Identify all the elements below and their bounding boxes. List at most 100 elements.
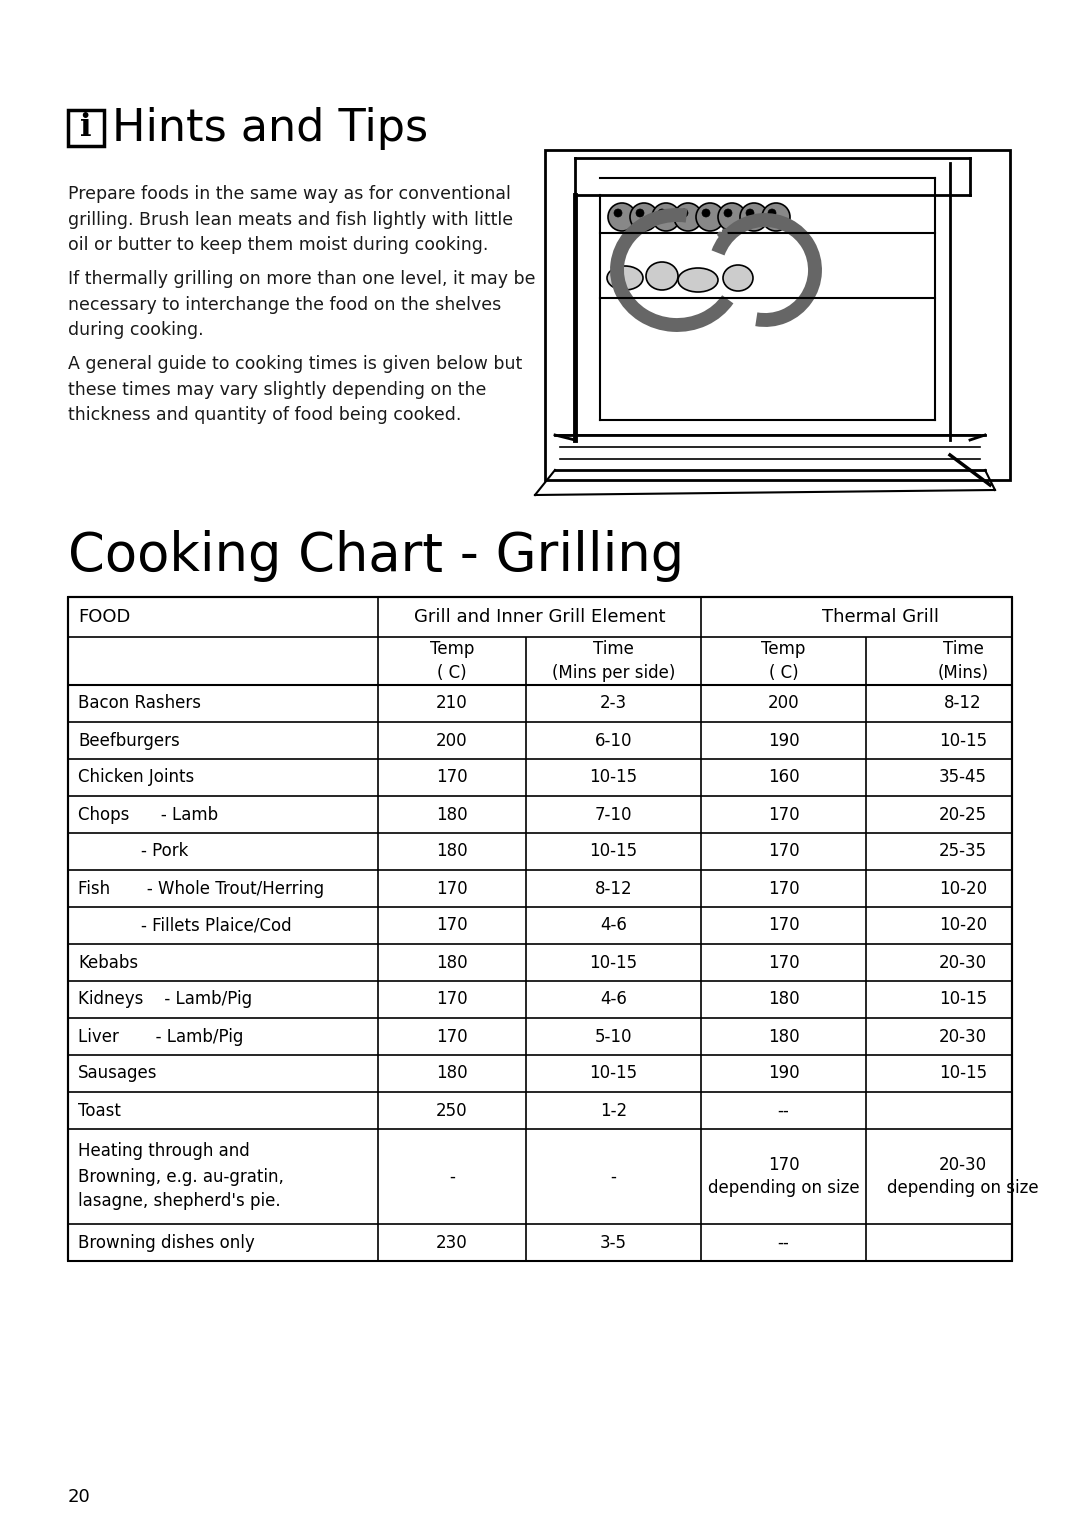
Text: 190: 190 xyxy=(768,732,799,750)
Text: 2-3: 2-3 xyxy=(599,695,627,712)
Text: 170: 170 xyxy=(436,917,468,935)
Text: 180: 180 xyxy=(436,1065,468,1082)
Circle shape xyxy=(724,209,732,217)
Text: 230: 230 xyxy=(436,1233,468,1251)
Text: 250: 250 xyxy=(436,1102,468,1120)
Text: Toast: Toast xyxy=(78,1102,121,1120)
Circle shape xyxy=(615,209,622,217)
Text: 20-25: 20-25 xyxy=(939,805,987,824)
Circle shape xyxy=(746,209,754,217)
Text: Kidneys    - Lamb/Pig: Kidneys - Lamb/Pig xyxy=(78,990,252,1008)
Text: - Pork: - Pork xyxy=(78,842,188,860)
Text: 170: 170 xyxy=(436,1027,468,1045)
Text: 170: 170 xyxy=(768,842,799,860)
Text: Beefburgers: Beefburgers xyxy=(78,732,179,750)
Text: 180: 180 xyxy=(768,990,799,1008)
Text: -: - xyxy=(610,1167,617,1186)
Circle shape xyxy=(608,203,636,231)
Text: 170: 170 xyxy=(768,805,799,824)
Text: Browning dishes only: Browning dishes only xyxy=(78,1233,255,1251)
Text: 35-45: 35-45 xyxy=(939,769,987,787)
Text: Bacon Rashers: Bacon Rashers xyxy=(78,695,201,712)
Circle shape xyxy=(718,203,746,231)
Bar xyxy=(545,150,1010,480)
Text: Fish       - Whole Trout/Herring: Fish - Whole Trout/Herring xyxy=(78,880,324,897)
Text: -: - xyxy=(449,1167,455,1186)
Ellipse shape xyxy=(646,261,678,290)
Text: Prepare foods in the same way as for conventional
grilling. Brush lean meats and: Prepare foods in the same way as for con… xyxy=(68,185,513,254)
Text: 4-6: 4-6 xyxy=(600,990,626,1008)
Text: 8-12: 8-12 xyxy=(944,695,982,712)
Circle shape xyxy=(652,203,680,231)
Ellipse shape xyxy=(723,264,753,290)
Text: 190: 190 xyxy=(768,1065,799,1082)
Text: Liver       - Lamb/Pig: Liver - Lamb/Pig xyxy=(78,1027,243,1045)
Text: Cooking Chart - Grilling: Cooking Chart - Grilling xyxy=(68,530,684,582)
Text: 180: 180 xyxy=(768,1027,799,1045)
Text: Chicken Joints: Chicken Joints xyxy=(78,769,194,787)
Text: 4-6: 4-6 xyxy=(600,917,626,935)
Ellipse shape xyxy=(678,267,718,292)
Text: 20-30: 20-30 xyxy=(939,1027,987,1045)
Text: 170: 170 xyxy=(768,917,799,935)
Text: --: -- xyxy=(778,1102,789,1120)
Text: 170: 170 xyxy=(436,769,468,787)
Text: 10-15: 10-15 xyxy=(939,990,987,1008)
Text: Thermal Grill: Thermal Grill xyxy=(822,608,939,626)
Circle shape xyxy=(696,203,724,231)
Text: 10-15: 10-15 xyxy=(939,1065,987,1082)
Text: 5-10: 5-10 xyxy=(595,1027,632,1045)
Text: FOOD: FOOD xyxy=(78,608,131,626)
Text: Sausages: Sausages xyxy=(78,1065,158,1082)
Circle shape xyxy=(674,203,702,231)
Text: Time
(Mins): Time (Mins) xyxy=(937,640,988,681)
Text: 210: 210 xyxy=(436,695,468,712)
Circle shape xyxy=(658,209,666,217)
Text: 7-10: 7-10 xyxy=(595,805,632,824)
Text: - Fillets Plaice/Cod: - Fillets Plaice/Cod xyxy=(78,917,292,935)
Text: Kebabs: Kebabs xyxy=(78,953,138,972)
Text: 8-12: 8-12 xyxy=(595,880,632,897)
Text: 170: 170 xyxy=(436,990,468,1008)
Text: 10-15: 10-15 xyxy=(939,732,987,750)
Text: Temp
( C): Temp ( C) xyxy=(761,640,806,681)
Text: 1-2: 1-2 xyxy=(599,1102,627,1120)
Text: 3-5: 3-5 xyxy=(600,1233,627,1251)
Text: 170: 170 xyxy=(768,953,799,972)
Text: A general guide to cooking times is given below but
these times may vary slightl: A general guide to cooking times is give… xyxy=(68,354,523,425)
Text: 170: 170 xyxy=(436,880,468,897)
Text: Hints and Tips: Hints and Tips xyxy=(112,107,428,150)
Circle shape xyxy=(680,209,688,217)
Text: 180: 180 xyxy=(436,842,468,860)
Text: Chops      - Lamb: Chops - Lamb xyxy=(78,805,218,824)
Circle shape xyxy=(630,203,658,231)
Circle shape xyxy=(702,209,710,217)
Bar xyxy=(68,110,104,147)
Text: 10-20: 10-20 xyxy=(939,880,987,897)
Circle shape xyxy=(740,203,768,231)
Circle shape xyxy=(636,209,644,217)
Text: 180: 180 xyxy=(436,953,468,972)
Bar xyxy=(68,597,1012,1261)
Text: 170
depending on size: 170 depending on size xyxy=(707,1155,860,1198)
Text: 25-35: 25-35 xyxy=(939,842,987,860)
Ellipse shape xyxy=(607,266,643,290)
Circle shape xyxy=(762,203,789,231)
Text: i: i xyxy=(80,113,92,144)
Text: Grill and Inner Grill Element: Grill and Inner Grill Element xyxy=(414,608,665,626)
Text: 6-10: 6-10 xyxy=(595,732,632,750)
Text: 180: 180 xyxy=(436,805,468,824)
Text: 20-30
depending on size: 20-30 depending on size xyxy=(887,1155,1039,1198)
Text: If thermally grilling on more than one level, it may be
necessary to interchange: If thermally grilling on more than one l… xyxy=(68,270,536,339)
Text: 10-15: 10-15 xyxy=(590,953,637,972)
Text: 20-30: 20-30 xyxy=(939,953,987,972)
Text: Heating through and
Browning, e.g. au-gratin,
lasagne, shepherd's pie.: Heating through and Browning, e.g. au-gr… xyxy=(78,1143,284,1210)
Text: Temp
( C): Temp ( C) xyxy=(430,640,474,681)
Text: 200: 200 xyxy=(768,695,799,712)
Text: 20: 20 xyxy=(68,1488,91,1507)
Circle shape xyxy=(768,209,777,217)
Text: 170: 170 xyxy=(768,880,799,897)
Text: 10-20: 10-20 xyxy=(939,917,987,935)
Text: 160: 160 xyxy=(768,769,799,787)
Text: 200: 200 xyxy=(436,732,468,750)
